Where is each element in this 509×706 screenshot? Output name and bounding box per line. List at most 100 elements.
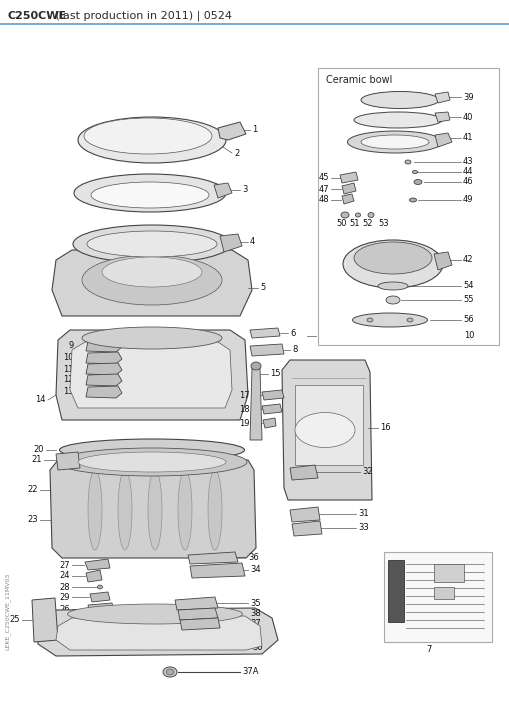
Bar — [318, 68, 499, 345]
Polygon shape — [220, 234, 242, 252]
Ellipse shape — [60, 439, 244, 461]
Polygon shape — [52, 250, 252, 316]
Polygon shape — [340, 172, 358, 183]
Ellipse shape — [208, 470, 222, 550]
Text: 25: 25 — [10, 616, 20, 625]
Text: 45: 45 — [319, 174, 329, 182]
Text: 7: 7 — [426, 645, 431, 654]
Text: 24: 24 — [60, 571, 70, 580]
Polygon shape — [250, 328, 280, 338]
Ellipse shape — [118, 470, 132, 550]
Text: 48: 48 — [318, 196, 329, 205]
Text: 19: 19 — [240, 419, 250, 428]
Text: C250CWE: C250CWE — [8, 11, 67, 21]
Polygon shape — [435, 112, 450, 122]
Polygon shape — [178, 608, 218, 620]
Polygon shape — [290, 507, 320, 522]
Text: 37A: 37A — [242, 667, 259, 676]
Polygon shape — [250, 368, 262, 440]
Ellipse shape — [407, 318, 413, 322]
Text: 42: 42 — [463, 256, 473, 265]
Text: 30: 30 — [252, 643, 263, 652]
Text: 3: 3 — [242, 186, 247, 194]
Text: 10: 10 — [464, 332, 474, 340]
Text: 34: 34 — [250, 566, 261, 575]
Polygon shape — [50, 460, 256, 558]
Ellipse shape — [102, 257, 202, 287]
Text: 4: 4 — [250, 237, 255, 246]
Text: 47: 47 — [318, 184, 329, 193]
Text: 56: 56 — [463, 316, 474, 325]
Polygon shape — [342, 194, 354, 204]
Text: 21: 21 — [32, 455, 42, 465]
Text: 11: 11 — [64, 364, 74, 373]
Polygon shape — [32, 598, 58, 642]
Ellipse shape — [163, 667, 177, 677]
Ellipse shape — [98, 585, 102, 589]
Polygon shape — [90, 592, 110, 602]
Ellipse shape — [73, 225, 231, 263]
Polygon shape — [56, 452, 80, 470]
Text: 22: 22 — [27, 486, 38, 494]
Polygon shape — [342, 183, 356, 194]
Ellipse shape — [405, 160, 411, 164]
Polygon shape — [190, 563, 245, 578]
Text: 53: 53 — [378, 220, 389, 229]
Ellipse shape — [84, 118, 212, 154]
Ellipse shape — [295, 412, 355, 448]
Polygon shape — [175, 597, 218, 610]
Polygon shape — [86, 352, 122, 364]
Text: 49: 49 — [463, 196, 473, 205]
Ellipse shape — [355, 213, 360, 217]
Text: 10: 10 — [64, 354, 74, 362]
Text: 46: 46 — [463, 177, 474, 186]
Text: 12: 12 — [64, 376, 74, 385]
Ellipse shape — [378, 282, 408, 290]
Text: 37: 37 — [250, 619, 261, 628]
Text: 17: 17 — [239, 390, 250, 400]
Polygon shape — [292, 521, 322, 536]
Polygon shape — [434, 252, 452, 270]
Text: 6: 6 — [290, 328, 295, 337]
Text: 50: 50 — [336, 220, 347, 229]
Polygon shape — [262, 404, 282, 414]
Polygon shape — [435, 92, 450, 103]
Polygon shape — [180, 618, 220, 630]
Text: 20: 20 — [34, 445, 44, 455]
Text: LEKE_C250CWE_11MV03: LEKE_C250CWE_11MV03 — [5, 573, 11, 650]
Text: 32: 32 — [362, 467, 373, 477]
Ellipse shape — [353, 313, 428, 327]
Text: 52: 52 — [362, 220, 373, 229]
Text: 2: 2 — [234, 148, 239, 157]
Text: (last production in 2011) | 0524: (last production in 2011) | 0524 — [52, 11, 232, 21]
Ellipse shape — [410, 198, 416, 202]
Ellipse shape — [148, 470, 162, 550]
Text: 9: 9 — [69, 342, 74, 350]
Text: 33: 33 — [358, 524, 369, 532]
Text: Ceramic bowl: Ceramic bowl — [326, 75, 392, 85]
Polygon shape — [56, 330, 248, 420]
Text: 16: 16 — [380, 424, 390, 433]
Ellipse shape — [87, 231, 217, 257]
Text: 28: 28 — [60, 582, 70, 592]
Polygon shape — [218, 122, 246, 140]
Text: 29: 29 — [60, 592, 70, 602]
Polygon shape — [36, 608, 278, 656]
Polygon shape — [56, 616, 262, 650]
Ellipse shape — [57, 448, 247, 476]
Ellipse shape — [386, 296, 400, 304]
Ellipse shape — [166, 669, 174, 675]
Polygon shape — [435, 133, 452, 147]
Polygon shape — [86, 363, 122, 375]
Text: 1: 1 — [252, 126, 257, 135]
Ellipse shape — [178, 470, 192, 550]
Bar — [295, 385, 363, 465]
Ellipse shape — [368, 213, 374, 217]
Bar — [384, 552, 492, 642]
Ellipse shape — [68, 604, 242, 624]
Ellipse shape — [341, 212, 349, 218]
Ellipse shape — [348, 131, 442, 153]
Polygon shape — [86, 570, 102, 582]
Polygon shape — [86, 374, 122, 386]
Polygon shape — [290, 465, 318, 480]
